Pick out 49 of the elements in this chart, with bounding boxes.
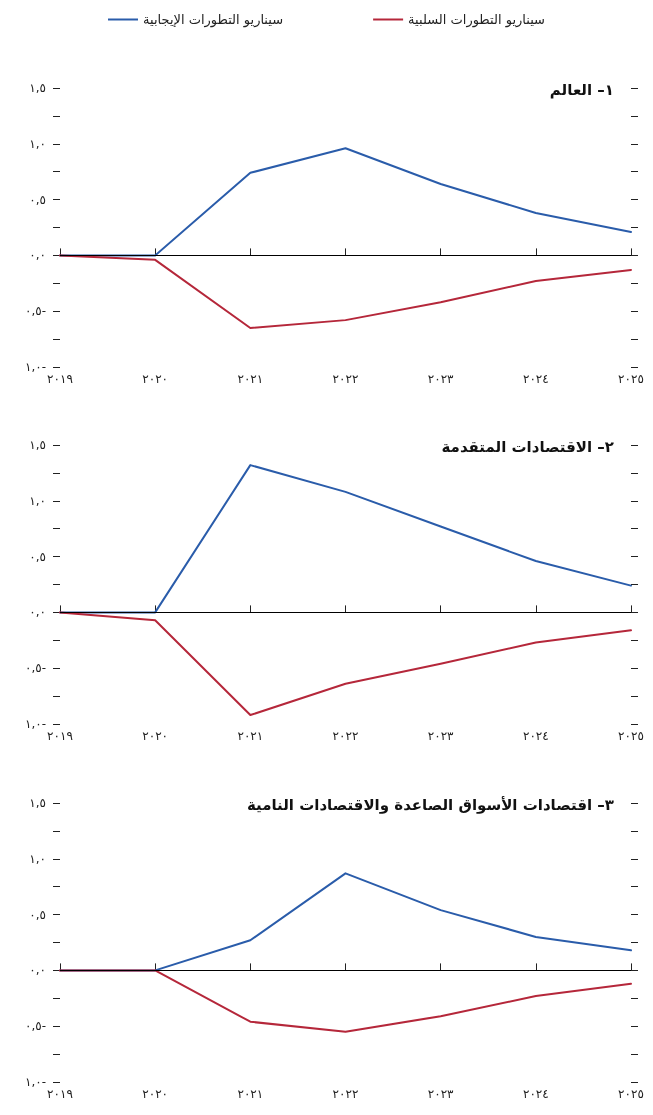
y-tick-label: ١,٠- xyxy=(24,360,46,374)
x-tick-label: ٢٠٢٣ xyxy=(427,1087,455,1101)
x-tick-label: ٢٠٢٥ xyxy=(618,372,644,386)
chart-title: ٢– الاقتصادات المتقدمة xyxy=(441,437,615,456)
y-tick-label: ٠,٥- xyxy=(24,304,46,319)
legend-label: سيناريو التطورات السلبية xyxy=(408,12,545,28)
x-tick-label: ٢٠١٩ xyxy=(47,729,73,743)
x-tick-label: ٢٠٢٥ xyxy=(618,729,644,743)
legend-label: سيناريو التطورات الإيجابية xyxy=(143,12,284,28)
x-tick-label: ٢٠٢١ xyxy=(237,1087,264,1101)
chart-title: ١– العالم xyxy=(549,80,615,99)
y-tick-label: ١,٠ xyxy=(29,136,46,151)
x-tick-label: ٢٠٢٣ xyxy=(427,372,455,386)
y-tick-label: ١,٠- xyxy=(24,717,46,731)
y-tick-label: ١,٥ xyxy=(29,438,46,452)
y-tick-label: ٠,٥ xyxy=(29,907,46,922)
x-tick-label: ٢٠٢٠ xyxy=(142,1087,169,1101)
y-tick-label: ٠,٥ xyxy=(29,549,46,564)
line-series xyxy=(59,254,632,329)
x-tick-label: ٢٠٢٢ xyxy=(332,729,359,743)
y-tick-label: ١,٠ xyxy=(29,493,46,508)
y-tick-label: ٠,٠ xyxy=(29,605,46,620)
x-tick-label: ٢٠٢١ xyxy=(237,372,264,386)
x-tick-label: ٢٠٢٠ xyxy=(142,372,169,386)
x-tick-label: ٢٠١٩ xyxy=(47,1087,73,1101)
line-series xyxy=(59,147,632,257)
x-tick-label: ٢٠٢٣ xyxy=(427,729,455,743)
y-tick-label: ١,٠- xyxy=(24,1075,46,1089)
y-tick-label: ٠,٥ xyxy=(29,192,46,207)
line-series xyxy=(59,464,632,614)
y-tick-label: ١,٠ xyxy=(29,851,46,866)
chart-title: ٣– اقتصادات الأسواق الصاعدة والاقتصادات النامية xyxy=(246,795,614,814)
y-tick-label: ٠,٠ xyxy=(29,248,46,263)
y-tick-label: ١,٥ xyxy=(29,81,46,95)
x-tick-label: ٢٠٢٤ xyxy=(522,372,549,386)
y-tick-label: ٠,٠ xyxy=(29,963,46,978)
x-tick-label: ٢٠٢٥ xyxy=(618,1087,644,1101)
y-tick-label: ١,٥ xyxy=(29,796,46,810)
x-tick-label: ٢٠١٩ xyxy=(47,372,73,386)
x-tick-label: ٢٠٢١ xyxy=(237,729,264,743)
line-series xyxy=(59,611,632,717)
x-tick-label: ٢٠٢٤ xyxy=(522,1087,549,1101)
y-tick-label: ٠,٥- xyxy=(24,661,46,676)
line-series xyxy=(59,969,632,1033)
x-tick-label: ٢٠٢٠ xyxy=(142,729,169,743)
y-tick-label: ٠,٥- xyxy=(24,1019,46,1034)
x-tick-label: ٢٠٢٢ xyxy=(332,372,359,386)
x-tick-label: ٢٠٢٢ xyxy=(332,1087,359,1101)
x-tick-label: ٢٠٢٤ xyxy=(522,729,549,743)
